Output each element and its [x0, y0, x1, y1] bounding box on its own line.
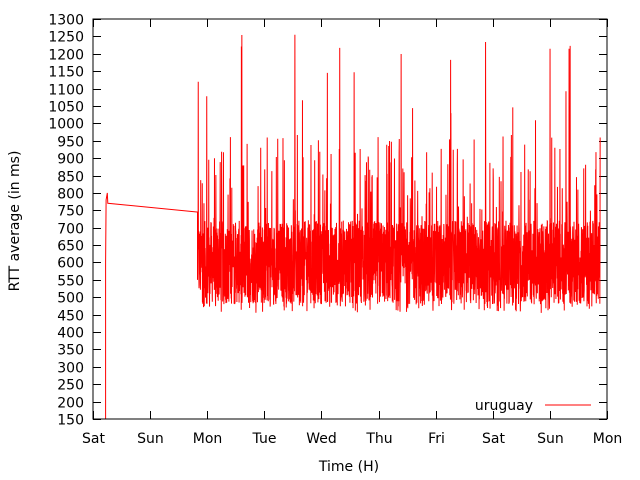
y-tick-label: 1050 — [48, 100, 84, 116]
x-tick-label: Sun — [537, 431, 564, 447]
legend-label-uruguay: uruguay — [475, 398, 533, 414]
x-tick-label: Fri — [428, 431, 445, 447]
y-tick-label: 650 — [57, 239, 84, 255]
y-tick-label: 950 — [57, 135, 84, 151]
x-tick-label: Wed — [306, 431, 337, 447]
y-tick-label: 150 — [57, 413, 84, 429]
x-tick-label: Mon — [593, 431, 623, 447]
y-tick-label: 200 — [57, 396, 84, 412]
y-tick-label: 1250 — [48, 30, 84, 46]
series-line-uruguay-early — [105, 192, 199, 419]
x-axis-label: Time (H) — [318, 459, 379, 475]
y-tick-label: 400 — [57, 326, 84, 342]
y-tick-label: 500 — [57, 291, 84, 307]
x-tick-label: Sat — [482, 431, 505, 447]
series-line-uruguay-dense — [197, 34, 601, 313]
x-tick-label: Thu — [365, 431, 392, 447]
y-tick-label: 1300 — [48, 13, 84, 29]
y-tick-label: 700 — [57, 222, 84, 238]
y-tick-label: 1000 — [48, 117, 84, 133]
y-tick-label: 350 — [57, 343, 84, 359]
y-axis-label: RTT average (in ms) — [7, 151, 23, 292]
y-tick-label: 600 — [57, 256, 84, 272]
y-tick-label: 300 — [57, 361, 84, 377]
x-tick-label: Tue — [252, 431, 277, 447]
x-tick-label: Mon — [193, 431, 223, 447]
x-tick-labels: Sat Sun Mon Tue Wed Thu Fri Sat Sun Mon — [82, 431, 622, 447]
series-layer — [105, 34, 601, 419]
y-tick-label: 450 — [57, 309, 84, 325]
y-tick-label: 750 — [57, 204, 84, 220]
y-tick-label: 550 — [57, 274, 84, 290]
y-tick-labels: 1502002503003504004505005506006507007508… — [48, 13, 84, 429]
plot-frame — [92, 18, 608, 420]
y-tick-label: 850 — [57, 170, 84, 186]
y-tick-label: 1100 — [48, 83, 84, 99]
legend: uruguay — [475, 398, 591, 414]
x-tick-label: Sun — [137, 431, 164, 447]
y-tick-label: 1150 — [48, 65, 84, 81]
axis-ticks — [93, 19, 608, 420]
y-tick-label: 800 — [57, 187, 84, 203]
x-tick-label: Sat — [82, 431, 105, 447]
y-tick-label: 250 — [57, 378, 84, 394]
y-tick-label: 900 — [57, 152, 84, 168]
y-tick-label: 1200 — [48, 48, 84, 64]
